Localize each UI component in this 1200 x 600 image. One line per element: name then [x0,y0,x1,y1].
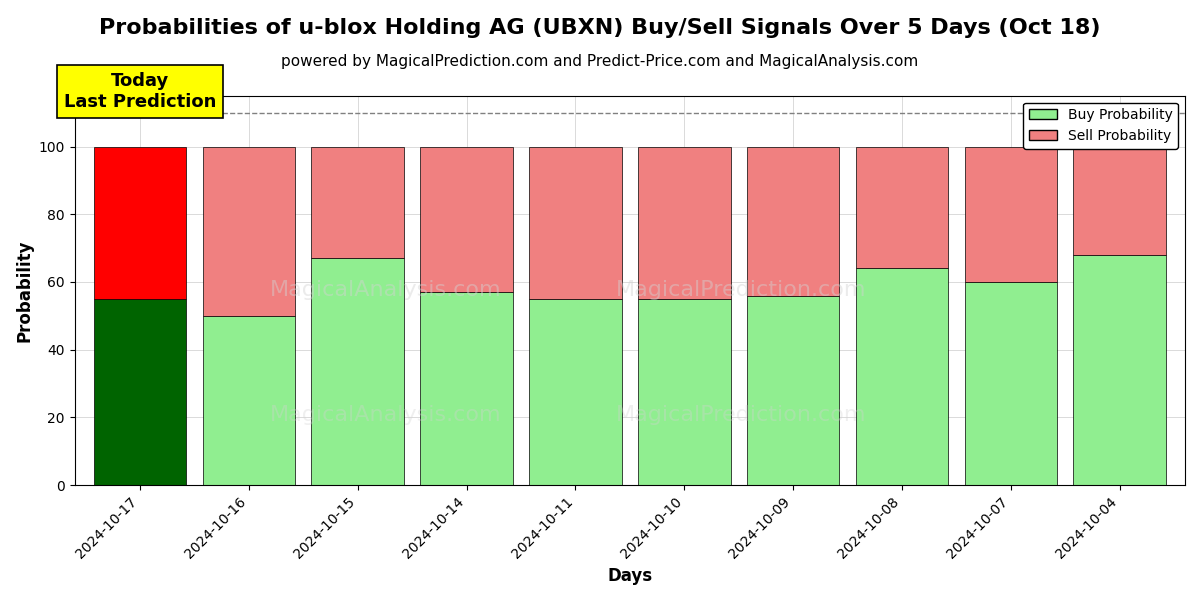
Text: MagicalAnalysis.com: MagicalAnalysis.com [270,280,502,301]
Bar [203,146,295,316]
Bar [746,296,839,485]
Bar [746,146,839,296]
Bar [638,299,731,485]
Y-axis label: Probability: Probability [16,239,34,341]
Bar [1074,146,1166,255]
Text: powered by MagicalPrediction.com and Predict-Price.com and MagicalAnalysis.com: powered by MagicalPrediction.com and Pre… [281,54,919,69]
Bar [965,146,1057,282]
Bar [312,258,404,485]
Text: MagicalPrediction.com: MagicalPrediction.com [616,280,866,301]
Bar [94,299,186,485]
Bar [638,146,731,299]
Bar [420,292,512,485]
Bar [856,268,948,485]
Bar [312,146,404,258]
Bar [856,146,948,268]
Text: Today
Last Prediction: Today Last Prediction [64,72,216,111]
Bar [94,146,186,299]
Text: Probabilities of u-blox Holding AG (UBXN) Buy/Sell Signals Over 5 Days (Oct 18): Probabilities of u-blox Holding AG (UBXN… [100,18,1100,38]
Bar [529,146,622,299]
Bar [203,316,295,485]
Bar [1074,255,1166,485]
Bar [965,282,1057,485]
Bar [529,299,622,485]
Bar [420,146,512,292]
Text: MagicalAnalysis.com: MagicalAnalysis.com [270,405,502,425]
Legend: Buy Probability, Sell Probability: Buy Probability, Sell Probability [1024,103,1178,149]
X-axis label: Days: Days [607,567,653,585]
Text: MagicalPrediction.com: MagicalPrediction.com [616,405,866,425]
